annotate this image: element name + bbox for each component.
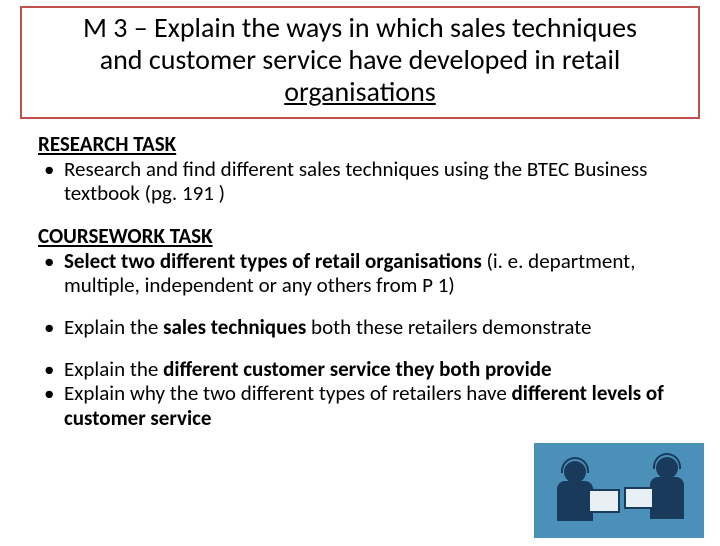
- coursework-item-2: Explain the sales techniques both these …: [38, 315, 682, 339]
- coursework-item-2-bold: sales techniques: [163, 314, 306, 340]
- title-line-2: and customer service have developed in r…: [100, 42, 621, 77]
- research-list: Research and find different sales techni…: [38, 157, 682, 205]
- coursework-item-2-post: both these retailers demonstrate: [306, 314, 591, 340]
- coursework-item-4: Explain why the two different types of r…: [38, 381, 682, 429]
- title-line-1: M 3 – Explain the ways in which sales te…: [83, 10, 637, 45]
- customer-service-image: [534, 443, 704, 538]
- slide-title: M 3 – Explain the ways in which sales te…: [40, 12, 680, 109]
- coursework-item-1: Select two different types of retail org…: [38, 249, 682, 297]
- coursework-heading: COURSEWORK TASK: [38, 223, 682, 249]
- monitor-icon: [624, 487, 654, 509]
- coursework-item-4-pre: Explain why the two different types of r…: [64, 380, 512, 406]
- coursework-list-2: Explain the sales techniques both these …: [38, 315, 682, 339]
- content-area: RESEARCH TASK Research and find differen…: [0, 131, 720, 430]
- title-line-3: organisations: [284, 74, 435, 109]
- coursework-item-1-bold: Select two different types of retail org…: [64, 248, 482, 274]
- coursework-item-3-pre: Explain the: [64, 356, 163, 382]
- coursework-item-3: Explain the different customer service t…: [38, 357, 682, 381]
- research-item-text: Research and find different sales techni…: [64, 156, 647, 206]
- title-box: M 3 – Explain the ways in which sales te…: [20, 6, 700, 119]
- person-head-icon: [656, 457, 678, 479]
- person-head-icon: [564, 461, 586, 483]
- coursework-item-2-pre: Explain the: [64, 314, 163, 340]
- coursework-list-3: Explain the different customer service t…: [38, 357, 682, 429]
- coursework-item-3-bold: different customer service they both pro…: [163, 356, 552, 382]
- coursework-list-1: Select two different types of retail org…: [38, 249, 682, 297]
- person-body-icon: [650, 477, 684, 519]
- research-heading: RESEARCH TASK: [38, 131, 682, 157]
- monitor-icon: [588, 489, 620, 513]
- research-item: Research and find different sales techni…: [38, 157, 682, 205]
